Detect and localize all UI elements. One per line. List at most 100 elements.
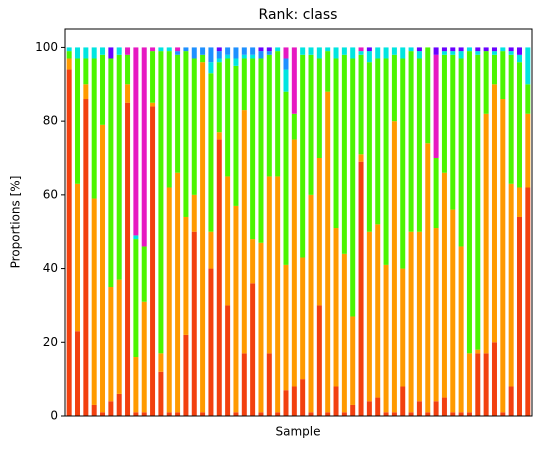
bar-segment: [250, 283, 256, 416]
bar-segment: [158, 47, 164, 52]
bar-segment: [191, 47, 197, 59]
bar-segment: [150, 102, 156, 107]
bar-segment: [116, 54, 122, 280]
bar-segment: [108, 47, 114, 59]
bar-segment: [91, 47, 97, 59]
bar-segment: [341, 47, 347, 55]
bar-segment: [341, 54, 347, 254]
bar-segment: [108, 58, 114, 287]
bar-segment: [100, 124, 106, 413]
bar-segment: [400, 268, 406, 387]
bar-segment: [366, 47, 372, 52]
bar-segment: [241, 58, 247, 111]
bar-segment: [491, 51, 497, 55]
bar-segment: [441, 54, 447, 173]
y-tick-label: 80: [43, 114, 58, 128]
bar-segment: [450, 412, 456, 416]
bar-segment: [350, 316, 356, 405]
bar-segment: [200, 54, 206, 63]
bar-segment: [366, 62, 372, 232]
bar-segment: [258, 58, 264, 243]
bar-segment: [150, 106, 156, 417]
plot-frame: [64, 28, 533, 417]
bar-segment: [325, 91, 331, 413]
bar-segment: [433, 401, 439, 416]
bar-segment: [233, 205, 239, 413]
bar-segment: [125, 102, 131, 416]
bar-segment: [408, 51, 414, 232]
bar-segment: [250, 47, 256, 55]
bar-segment: [175, 51, 181, 55]
bar-segment: [300, 54, 306, 258]
bar-segment: [391, 121, 397, 413]
bar-segment: [491, 342, 497, 416]
bar-segment: [408, 231, 414, 413]
bar-segment: [233, 412, 239, 416]
bar-segment: [433, 228, 439, 402]
bar-segment: [358, 51, 364, 55]
bar-segment: [366, 51, 372, 63]
bar-segment: [83, 99, 89, 417]
bar-segment: [416, 51, 422, 59]
bar-segment: [216, 132, 222, 140]
bar-segment: [250, 58, 256, 240]
bar-segment: [483, 51, 489, 114]
bar-segment: [475, 349, 481, 354]
bar-segment: [425, 47, 431, 144]
bar-segment: [158, 353, 164, 372]
bar-segment: [283, 264, 289, 391]
bar-segment: [83, 84, 89, 100]
bar-segment: [491, 47, 497, 52]
bar-segment: [425, 412, 431, 416]
bar-segment: [166, 187, 172, 413]
bar-segment: [158, 51, 164, 354]
bar-segment: [516, 62, 522, 188]
bar-segment: [441, 397, 447, 416]
bar-segment: [441, 51, 447, 55]
x-axis-label: Sample: [276, 425, 321, 439]
bar-segment: [475, 54, 481, 350]
bar-segment: [100, 412, 106, 416]
bar-segment: [75, 47, 81, 59]
bar-segment: [325, 47, 331, 52]
bar-segment: [75, 331, 81, 416]
bar-segment: [100, 54, 106, 125]
bar-segment: [400, 58, 406, 269]
bar-segment: [150, 51, 156, 103]
bar-segment: [366, 231, 372, 402]
bar-segment: [66, 51, 72, 59]
bar-segment: [166, 51, 172, 188]
bar-segment: [491, 54, 497, 85]
bar-segment: [283, 69, 289, 92]
bar-segment: [466, 353, 472, 413]
bar-segment: [300, 47, 306, 55]
bar-segment: [341, 412, 347, 416]
bar-segment: [233, 47, 239, 59]
bar-segment: [450, 209, 456, 413]
bar-segment: [291, 386, 297, 416]
bar-segment: [375, 224, 381, 398]
bar-segment: [166, 47, 172, 52]
bar-segment: [416, 401, 422, 416]
bar-segment: [216, 139, 222, 417]
bar-segment: [133, 235, 139, 240]
bar-segment: [483, 113, 489, 354]
bar-segment: [133, 412, 139, 416]
bar-segment: [475, 47, 481, 52]
bar-segment: [508, 54, 514, 184]
bar-segment: [350, 58, 356, 317]
bar-segment: [141, 301, 147, 413]
bar-segment: [466, 412, 472, 416]
bar-segment: [525, 187, 531, 416]
bar-segment: [266, 176, 272, 354]
bar-segment: [208, 47, 214, 63]
bar-segment: [275, 176, 281, 413]
bar-segment: [475, 353, 481, 416]
bar-segment: [141, 246, 147, 302]
bar-segment: [241, 110, 247, 354]
bar-segment: [525, 84, 531, 114]
bar-segment: [516, 47, 522, 55]
bar-segment: [416, 231, 422, 402]
bar-segment: [283, 91, 289, 265]
bar-segment: [225, 305, 231, 416]
